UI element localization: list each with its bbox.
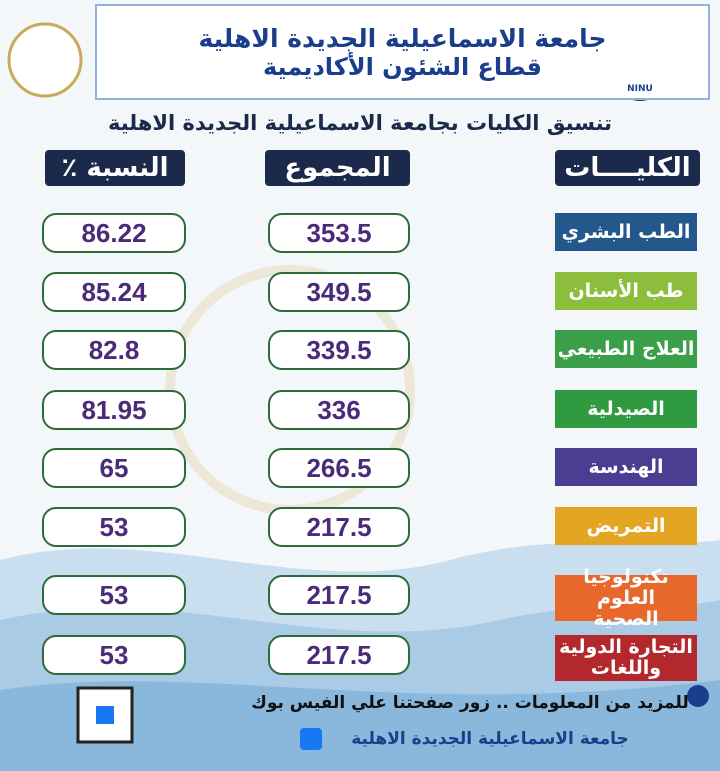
faculty-name: الصيدلية [587, 397, 665, 420]
column-header: المجموع [265, 150, 410, 186]
faculty-name: العلاج الطبيعي [557, 337, 695, 360]
percent-pill: 53 [42, 575, 186, 615]
faculty-name: الطب البشري [561, 220, 691, 243]
faculty-badge: تكنولوجيا العلوم الصحية [555, 566, 697, 629]
total-pill: 349.5 [268, 272, 410, 312]
logo-text: NINU [627, 84, 653, 94]
total-pill: 217.5 [268, 507, 410, 547]
faculty-badge: التمريض [555, 507, 697, 545]
total-pill: 266.5 [268, 448, 410, 488]
page-name: جامعة الاسماعيلية الجديدة الاهلية [351, 729, 629, 749]
faculty-badge: الهندسة [555, 448, 697, 486]
faculty-name: التمريض [586, 514, 666, 537]
faculty-badge: العلاج الطبيعي [555, 330, 697, 368]
faculty-name: واللغات [590, 657, 662, 679]
heading: تنسيق الكليات بجامعة الاسماعيلية الجديدة… [107, 111, 613, 135]
header: جامعة الاسماعيلية الجديدة الاهلية قطاع ا… [95, 4, 710, 100]
percent-pill: 53 [42, 507, 186, 547]
header-title: جامعة الاسماعيلية الجديدة الاهلية [198, 23, 607, 53]
total-pill: 336 [268, 390, 410, 430]
percent-pill: 81.95 [42, 390, 186, 430]
column-header: النسبة ٪ [45, 150, 185, 186]
faculty-badge: طب الأسنان [555, 272, 697, 310]
more-info: للمزيد من المعلومات .. زور صفحتنا علي ال… [251, 693, 689, 713]
header-subtitle: قطاع الشئون الأكاديمية [262, 52, 543, 81]
faculty-name: تكنولوجيا العلوم [583, 565, 669, 609]
percent-pill: 53 [42, 635, 186, 675]
faculty-badge: الطب البشري [555, 213, 697, 251]
percent-pill: 85.24 [42, 272, 186, 312]
percent-pill: 86.22 [42, 213, 186, 253]
total-pill: 217.5 [268, 575, 410, 615]
percent-pill: 65 [42, 448, 186, 488]
total-pill: 217.5 [268, 635, 410, 675]
faculty-name: التجارة الدولية [559, 636, 693, 658]
faculty-name: الصحية [593, 607, 659, 630]
faculty-badge: التجارة الدولية واللغات [555, 635, 697, 681]
percent-pill: 82.8 [42, 330, 186, 370]
total-pill: 353.5 [268, 213, 410, 253]
faculty-badge: الصيدلية [555, 390, 697, 428]
column-header: الكليــــات [555, 150, 700, 186]
faculty-name: الهندسة [588, 455, 664, 478]
total-pill: 339.5 [268, 330, 410, 370]
faculty-name: طب الأسنان [568, 279, 684, 302]
